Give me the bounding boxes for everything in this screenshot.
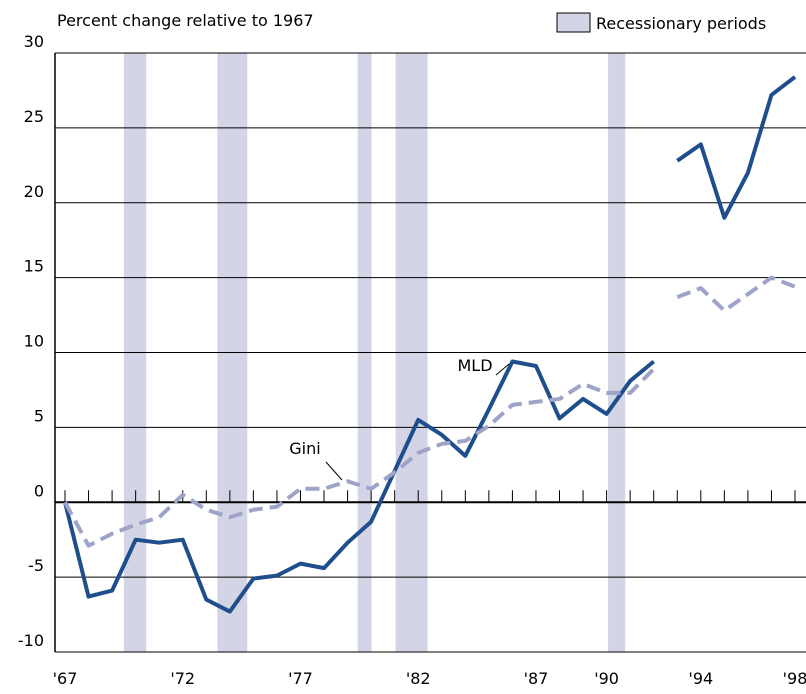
y-tick-label: 5 — [34, 406, 44, 425]
series-line — [676, 75, 797, 220]
series-line — [676, 275, 796, 313]
annotation-leader — [325, 461, 343, 481]
x-tick-label: '94 — [688, 669, 713, 688]
x-tick-label: '82 — [406, 669, 431, 688]
x-tick-label: '98 — [783, 669, 806, 688]
y-tick-label: 30 — [24, 32, 44, 51]
x-tick-label: '87 — [524, 669, 549, 688]
chart-title: Percent change relative to 1967 — [57, 11, 314, 30]
x-tick-label: '90 — [594, 669, 619, 688]
legend-label: Recessionary periods — [596, 14, 766, 33]
y-tick-label: 25 — [24, 107, 44, 126]
x-tick-label: '67 — [53, 669, 78, 688]
series-annotation: Gini — [289, 439, 320, 458]
y-tick-label: 15 — [24, 257, 44, 276]
series-line — [63, 367, 656, 548]
y-tick-label: -5 — [28, 556, 44, 575]
series-line — [63, 359, 655, 614]
annotation-leader — [495, 363, 510, 376]
series-annotation: MLD — [457, 356, 492, 375]
x-tick-label: '72 — [170, 669, 195, 688]
y-tick-label: 10 — [24, 332, 44, 351]
y-tick-label: -10 — [18, 631, 44, 650]
y-tick-label: 0 — [34, 481, 44, 500]
legend-swatch — [556, 12, 591, 33]
x-tick-label: '77 — [288, 669, 313, 688]
y-tick-label: 20 — [24, 182, 44, 201]
